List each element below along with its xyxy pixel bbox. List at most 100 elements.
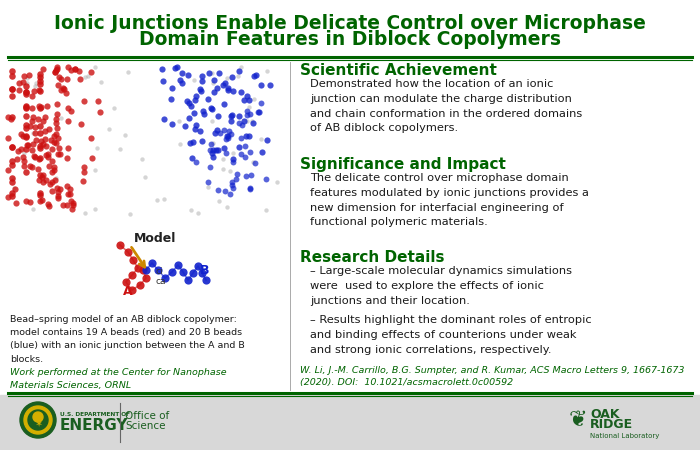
Point: [20, 113, 32, 120]
Point: [236, 121, 247, 128]
Point: [22, 141, 34, 148]
Point: [25, 122, 36, 130]
Circle shape: [28, 410, 48, 430]
Point: [28, 154, 39, 162]
Point: [223, 135, 234, 142]
Point: [51, 116, 62, 123]
Point: [52, 151, 63, 158]
Point: [13, 86, 24, 94]
Point: [43, 151, 54, 158]
Point: [50, 130, 62, 137]
Point: [28, 140, 39, 148]
Point: [20, 197, 32, 204]
Point: [140, 173, 151, 180]
Point: [49, 177, 60, 184]
Point: [219, 187, 230, 194]
Point: [8, 176, 19, 183]
Point: [12, 155, 23, 162]
Point: [114, 241, 125, 248]
Point: [134, 281, 146, 288]
Text: W. Li, J.-M. Carrillo, B.G. Sumpter, and R. Kumar, ACS Macro Letters 9, 1667-167: W. Li, J.-M. Carrillo, B.G. Sumpter, and…: [300, 366, 685, 387]
Point: [13, 80, 24, 87]
Point: [34, 143, 46, 150]
Point: [6, 179, 18, 186]
Point: [158, 78, 169, 85]
Point: [226, 111, 237, 118]
Point: [2, 134, 13, 141]
Point: [225, 117, 237, 124]
Point: [27, 113, 38, 120]
Point: [92, 98, 104, 105]
Text: National Laboratory: National Laboratory: [590, 433, 659, 439]
Point: [183, 276, 194, 284]
Point: [29, 152, 40, 159]
Point: [190, 121, 202, 128]
Point: [186, 207, 197, 214]
Point: [193, 262, 204, 270]
Point: [70, 65, 81, 72]
Point: [59, 85, 70, 92]
Point: [30, 83, 41, 90]
Point: [50, 67, 62, 74]
Point: [41, 152, 52, 159]
Point: [241, 117, 252, 124]
Point: [119, 132, 130, 139]
Point: [218, 81, 229, 89]
Point: [30, 79, 41, 86]
Point: [132, 265, 144, 272]
Point: [222, 132, 233, 140]
Point: [223, 132, 234, 140]
Point: [48, 139, 60, 146]
Point: [18, 149, 29, 156]
Point: [231, 175, 242, 182]
Point: [224, 190, 235, 198]
Point: [95, 78, 106, 86]
Point: [21, 79, 32, 86]
Point: [20, 168, 32, 175]
Point: [47, 157, 58, 164]
Point: [43, 125, 55, 132]
Point: [62, 144, 74, 151]
Text: ca: ca: [155, 277, 165, 286]
Point: [122, 68, 134, 76]
Point: [183, 72, 194, 79]
Point: [62, 104, 74, 111]
Point: [152, 197, 163, 204]
Point: [48, 163, 60, 171]
Point: [244, 148, 256, 156]
Point: [169, 65, 181, 72]
Point: [245, 186, 256, 193]
Point: [209, 129, 220, 136]
Point: [218, 156, 229, 163]
Point: [228, 155, 239, 162]
Point: [34, 189, 46, 197]
Point: [233, 120, 244, 127]
Point: [225, 130, 237, 138]
Point: [34, 130, 46, 137]
Point: [190, 125, 201, 132]
Point: [175, 76, 186, 83]
Point: [167, 85, 178, 92]
Point: [247, 119, 258, 126]
Point: [227, 73, 238, 81]
Point: [234, 112, 245, 120]
Point: [228, 159, 239, 166]
Point: [25, 162, 36, 170]
Point: [20, 104, 32, 112]
Point: [249, 159, 260, 166]
Point: [232, 171, 243, 178]
Point: [227, 184, 238, 191]
Text: ci: ci: [155, 267, 162, 276]
Point: [125, 210, 136, 217]
Point: [260, 176, 272, 183]
Point: [256, 135, 267, 143]
Point: [219, 79, 230, 86]
Point: [29, 123, 41, 130]
Point: [6, 144, 18, 151]
Point: [174, 140, 186, 148]
Point: [18, 133, 29, 140]
Text: Ionic Junctions Enable Delicate Control over Microphase: Ionic Junctions Enable Delicate Control …: [54, 14, 646, 33]
Point: [245, 184, 256, 191]
Point: [20, 125, 32, 132]
Point: [6, 192, 17, 199]
